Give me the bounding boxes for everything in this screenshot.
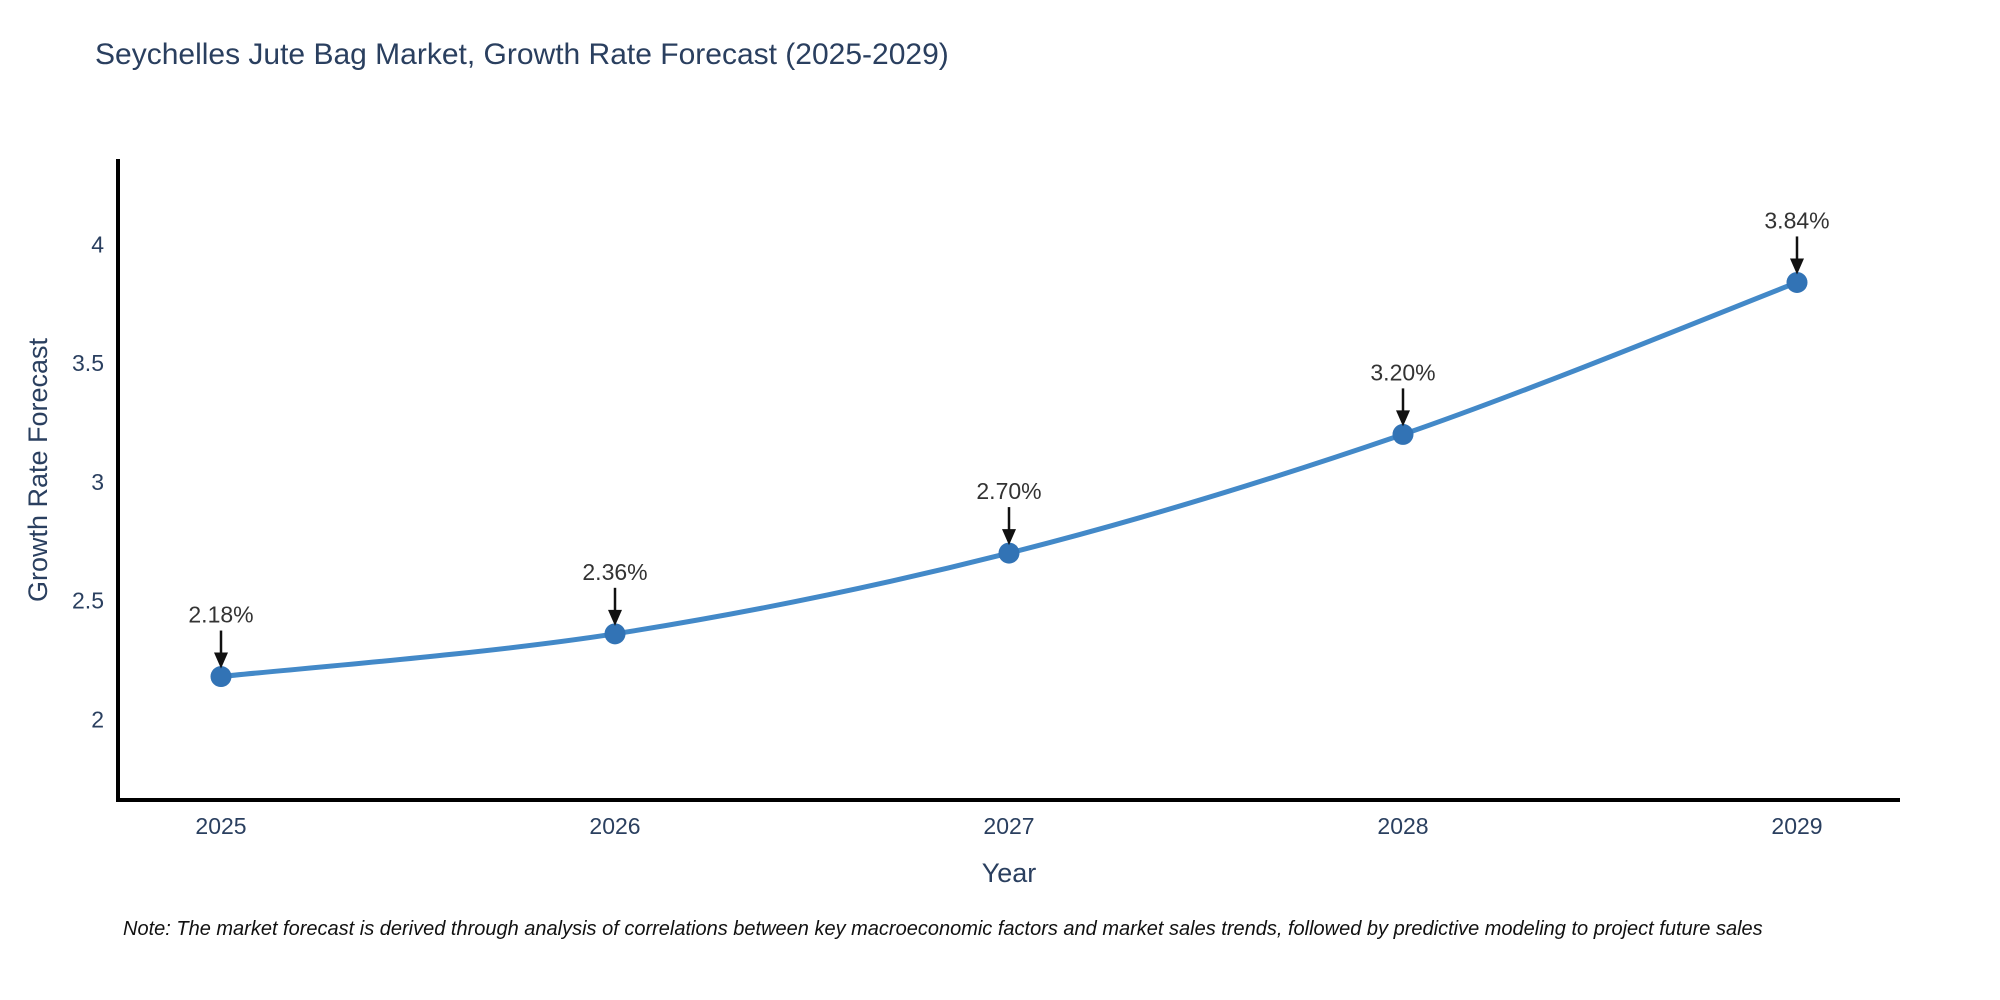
annotation-arrow-head: [608, 609, 622, 626]
data-point-2026[interactable]: [604, 623, 626, 645]
point-value-label: 3.20%: [1370, 359, 1435, 385]
data-point-2027[interactable]: [998, 542, 1020, 564]
chart-title: Seychelles Jute Bag Market, Growth Rate …: [95, 38, 949, 71]
point-value-label: 2.18%: [188, 602, 253, 628]
y-tick-label: 4: [91, 231, 104, 257]
footnote: Note: The market forecast is derived thr…: [123, 918, 1763, 940]
y-tick-label: 3.5: [72, 350, 104, 376]
annotation-arrow-head: [1002, 529, 1016, 546]
x-tick-label: 2026: [589, 813, 640, 839]
data-point-2028[interactable]: [1392, 423, 1414, 445]
annotation-arrow-head: [1790, 258, 1804, 275]
x-axis-title: Year: [981, 858, 1037, 888]
y-tick-label: 2.5: [72, 588, 104, 614]
data-point-2025[interactable]: [210, 666, 232, 688]
y-tick-label: 3: [91, 469, 104, 495]
annotation-arrow-head: [1396, 410, 1410, 427]
point-value-label: 3.84%: [1764, 207, 1829, 233]
point-value-label: 2.36%: [582, 559, 647, 585]
x-tick-label: 2027: [983, 813, 1034, 839]
point-value-label: 2.70%: [976, 478, 1041, 504]
data-point-2029[interactable]: [1786, 271, 1808, 293]
annotation-arrow-head: [214, 652, 228, 669]
x-tick-label: 2025: [195, 813, 246, 839]
y-tick-label: 2: [91, 706, 104, 732]
x-tick-label: 2029: [1771, 813, 1822, 839]
x-tick-label: 2028: [1377, 813, 1428, 839]
